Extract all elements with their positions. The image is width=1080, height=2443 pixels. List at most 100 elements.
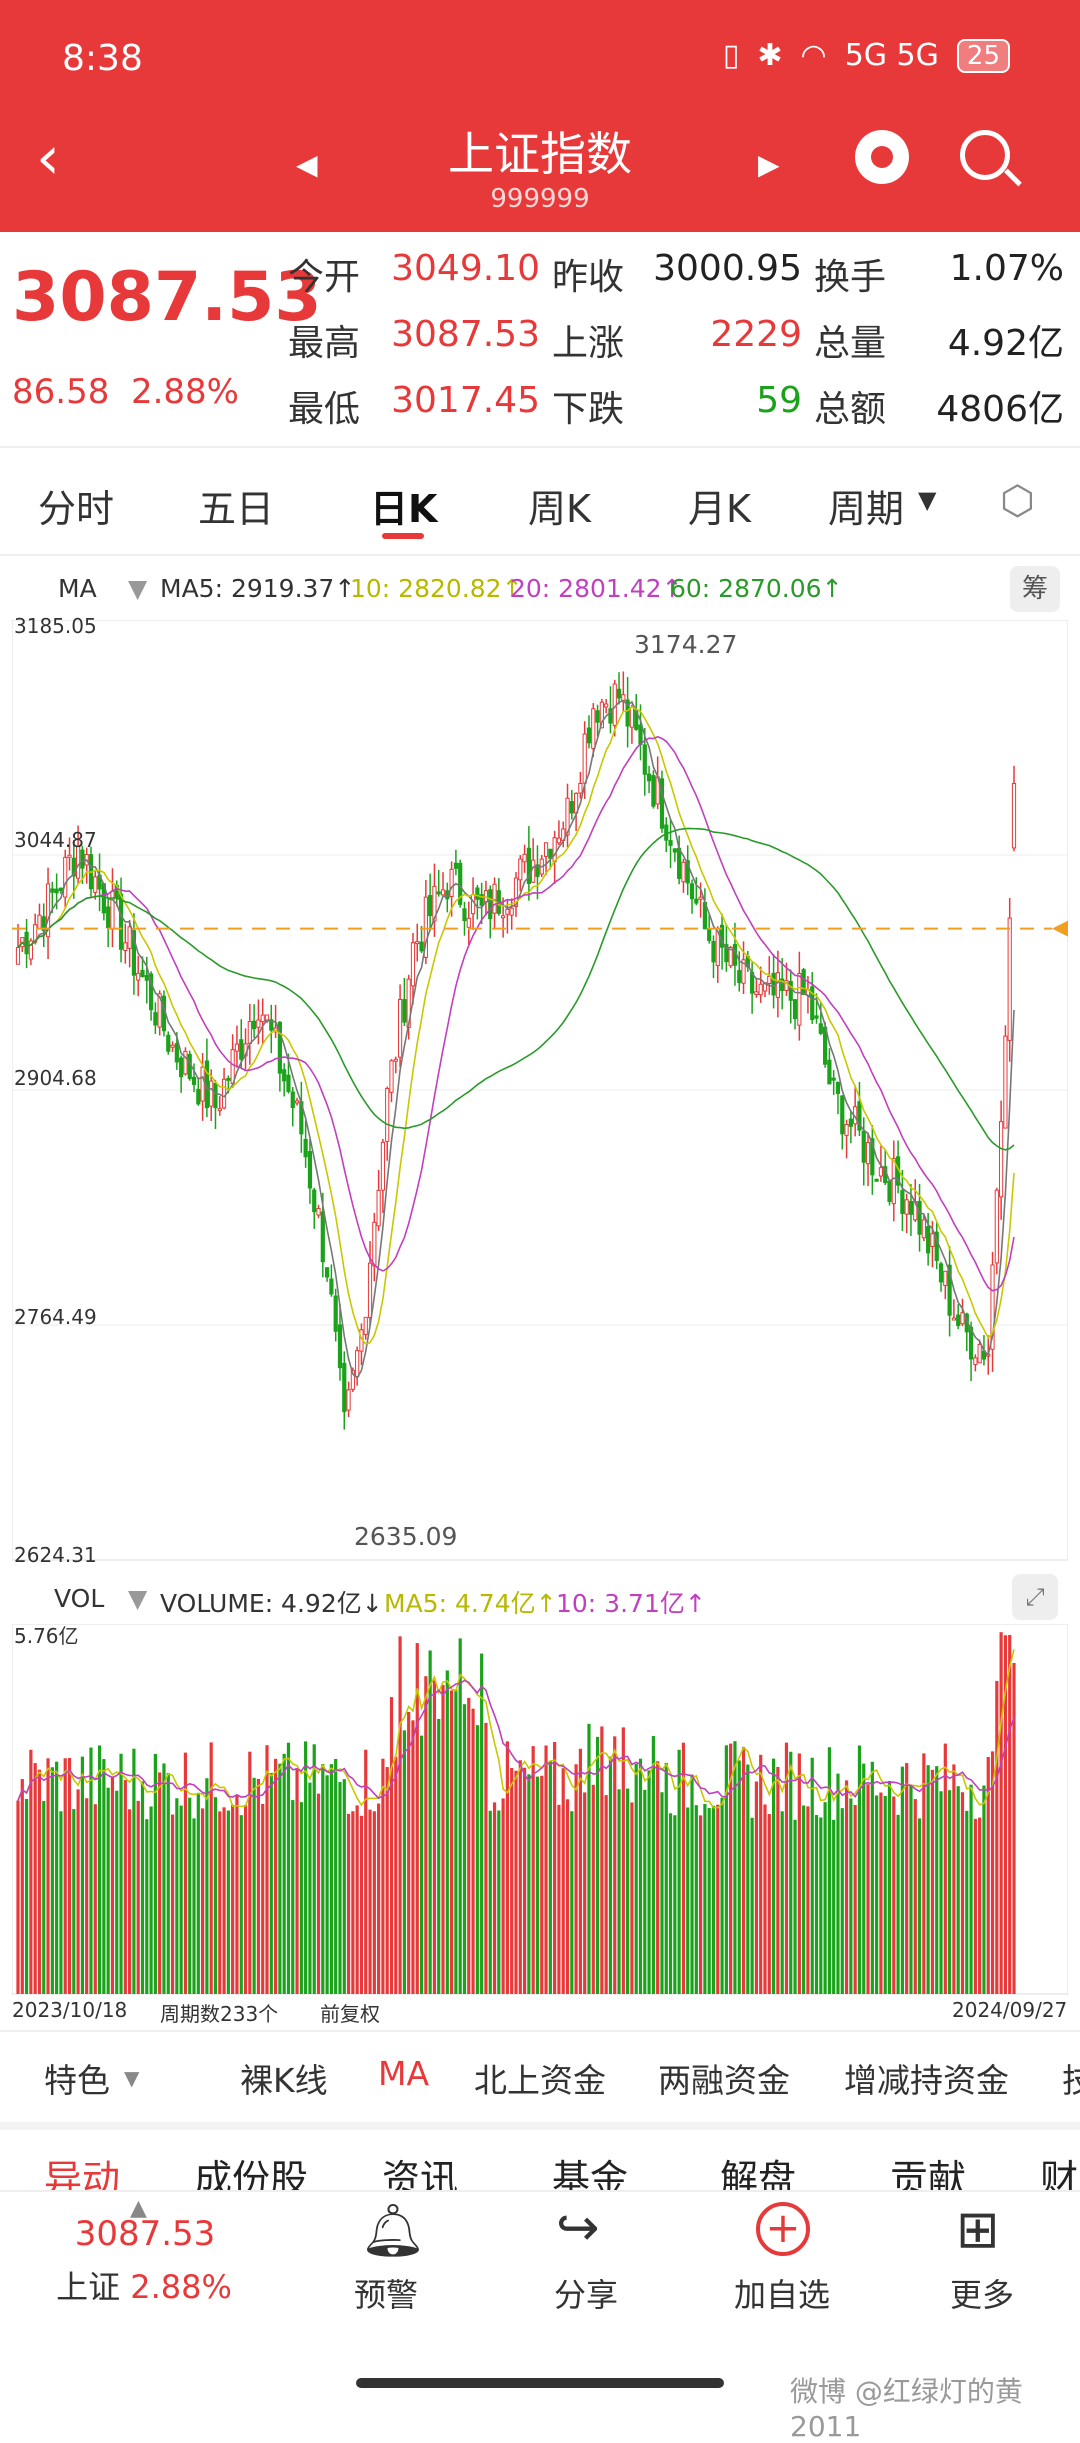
- chip-distribution-button[interactable]: 筹: [1010, 566, 1060, 612]
- gesture-bar[interactable]: [356, 2378, 724, 2388]
- price-change: 86.58 2.88%: [12, 372, 239, 412]
- candle-body: [904, 1199, 909, 1215]
- tab-5[interactable]: 周期: [828, 487, 905, 531]
- ma10-line: [17, 706, 1015, 1345]
- volume-bar: [754, 1781, 759, 1994]
- kline-chart[interactable]: [12, 620, 1068, 1570]
- back-button[interactable]: ‹: [36, 123, 60, 193]
- volume-frame: [12, 1624, 1068, 1995]
- grid-more-icon[interactable]: ⊞: [956, 2200, 1000, 2260]
- expand-icon[interactable]: ⤢: [1012, 1574, 1058, 1620]
- tool-0[interactable]: 特色: [44, 2061, 110, 2100]
- prev-stock-button[interactable]: ◀: [296, 148, 318, 181]
- volume-bar: [462, 1704, 467, 1994]
- search-icon[interactable]: [960, 130, 1010, 180]
- chevron-down-icon[interactable]: ▼: [124, 2066, 140, 2090]
- volume-bar: [879, 1792, 883, 1994]
- candle-body: [312, 1189, 317, 1213]
- bluetooth-icon: ✱: [757, 38, 783, 73]
- volume-bar: [583, 1792, 587, 1994]
- prev-close-marker: [1052, 920, 1068, 937]
- candle-body: [24, 931, 29, 955]
- volume-bar: [243, 1805, 248, 1994]
- candle-body: [689, 883, 695, 900]
- candle-body: [458, 862, 463, 905]
- expand-up-icon[interactable]: ▲: [130, 2196, 147, 2221]
- candle-body: [724, 944, 729, 963]
- candle-body: [63, 856, 68, 898]
- ma-label[interactable]: MA: [58, 574, 97, 603]
- volume-bar: [213, 1797, 218, 1994]
- tool-6[interactable]: 技: [1062, 2061, 1080, 2100]
- volume-bar: [741, 1746, 746, 1994]
- volume-bar: [411, 1720, 415, 1994]
- vol-label[interactable]: VOL: [54, 1584, 105, 1613]
- tool-1[interactable]: 裸K线: [240, 2061, 328, 2100]
- bottom-index[interactable]: 上证 2.88%: [44, 2262, 244, 2308]
- volume-bar: [226, 1810, 230, 1994]
- divider: [0, 446, 1080, 448]
- volume-bar: [467, 1697, 471, 1994]
- alert-button[interactable]: 预警: [353, 2276, 418, 2314]
- tool-5[interactable]: 增减持资金: [844, 2061, 1009, 2100]
- divider: [0, 2122, 1080, 2130]
- volume-bar: [793, 1819, 797, 1994]
- candle-body: [209, 1080, 214, 1107]
- tool-3[interactable]: 北上资金: [474, 2061, 606, 2100]
- add-watchlist-button[interactable]: 加自选: [733, 2276, 830, 2314]
- share-icon[interactable]: ↪: [556, 2198, 600, 2258]
- vol-dropdown-icon[interactable]: ▼: [128, 1584, 148, 1613]
- tab-3[interactable]: 周K: [528, 487, 591, 531]
- ma-dropdown-icon[interactable]: ▼: [128, 574, 148, 603]
- settings-hexagon-icon[interactable]: ⬡: [1000, 478, 1035, 524]
- share-button[interactable]: 分享: [553, 2276, 618, 2314]
- volume-chart[interactable]: [12, 1624, 1068, 1996]
- candle-body: [380, 1141, 386, 1191]
- candle-body: [337, 1324, 343, 1369]
- price-axis-mid: 2904.68: [14, 1066, 97, 1090]
- volume-bar: [686, 1807, 690, 1994]
- candle-body: [758, 983, 763, 996]
- volume-bar: [900, 1766, 904, 1994]
- volume-bar: [823, 1802, 827, 1994]
- add-icon[interactable]: +: [756, 2202, 810, 2256]
- candle-body: [844, 1124, 849, 1136]
- volume-bar: [780, 1811, 784, 1994]
- adjust-mode[interactable]: 前复权: [320, 2002, 380, 2026]
- volume-bar: [76, 1789, 80, 1994]
- bell-icon[interactable]: 🔔︎: [360, 2201, 427, 2261]
- volume-bar: [1008, 1634, 1012, 1994]
- candle-body: [415, 941, 420, 945]
- tab-1[interactable]: 五日: [198, 487, 275, 531]
- tab-2[interactable]: 日K: [370, 487, 438, 531]
- candle-body: [616, 688, 622, 699]
- chevron-down-icon[interactable]: ▼: [918, 486, 937, 514]
- quote-value: 59: [756, 380, 802, 421]
- volume-bar: [158, 1772, 162, 1994]
- tool-2[interactable]: MA: [378, 2054, 430, 2093]
- volume-bar: [527, 1774, 531, 1994]
- volume-bar: [776, 1766, 780, 1994]
- ma5-line: [17, 699, 1015, 1380]
- candle-body: [110, 890, 115, 930]
- mascot-icon[interactable]: [855, 130, 909, 184]
- next-stock-button[interactable]: ▶: [758, 148, 780, 181]
- volume-bar: [853, 1804, 857, 1994]
- volume-bar: [531, 1746, 535, 1994]
- candle-body: [780, 978, 785, 991]
- candle-body: [234, 1043, 240, 1052]
- volume-bar: [162, 1763, 166, 1994]
- volume-bar: [939, 1791, 943, 1994]
- volume-bar: [222, 1807, 226, 1994]
- volume-bar: [767, 1814, 771, 1994]
- volume-bar: [153, 1753, 157, 1994]
- more-button[interactable]: 更多: [949, 2276, 1014, 2314]
- tab-0[interactable]: 分时: [38, 487, 115, 531]
- header-bar: 8:38 ▯ ✱ ◠ 5G 5G 25 ‹ ◀ 上证指数 999999 ▶: [0, 0, 1080, 232]
- tab-4[interactable]: 月K: [688, 487, 751, 531]
- candle-body: [174, 1043, 179, 1063]
- bottom-price[interactable]: 3087.53: [74, 2214, 216, 2254]
- index-pct: 2.88%: [130, 2268, 232, 2306]
- tool-4[interactable]: 两融资金: [658, 2061, 790, 2100]
- candle-body: [698, 896, 703, 900]
